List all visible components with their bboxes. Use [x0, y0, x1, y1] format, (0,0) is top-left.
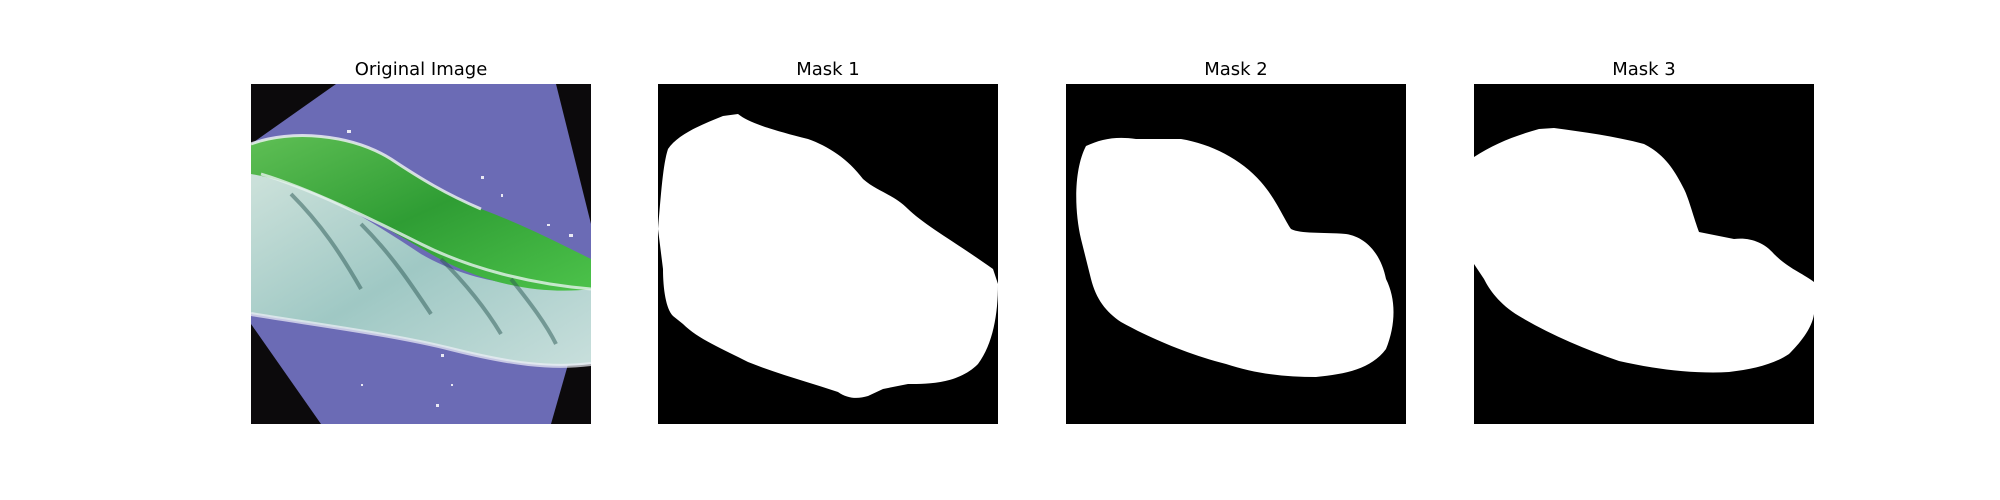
panel-mask-1: Mask 1: [658, 56, 998, 424]
panel-title: Mask 3: [1612, 59, 1676, 80]
mask-1-image: [658, 84, 998, 424]
mask-3-image: [1474, 84, 1814, 424]
panel-title: Mask 1: [796, 59, 860, 80]
panel-mask-2: Mask 2: [1066, 56, 1406, 424]
mask-2-image: [1066, 84, 1406, 424]
panel-title: Mask 2: [1204, 59, 1268, 80]
panel-original-image: Original Image: [251, 56, 591, 424]
panel-title: Original Image: [354, 59, 488, 80]
panel-mask-3: Mask 3: [1474, 56, 1814, 424]
original-leaf-image: [251, 84, 591, 424]
